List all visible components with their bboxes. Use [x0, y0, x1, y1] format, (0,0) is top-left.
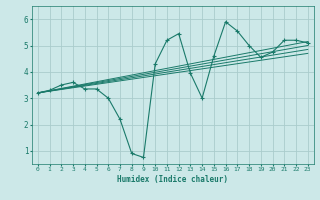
X-axis label: Humidex (Indice chaleur): Humidex (Indice chaleur) — [117, 175, 228, 184]
